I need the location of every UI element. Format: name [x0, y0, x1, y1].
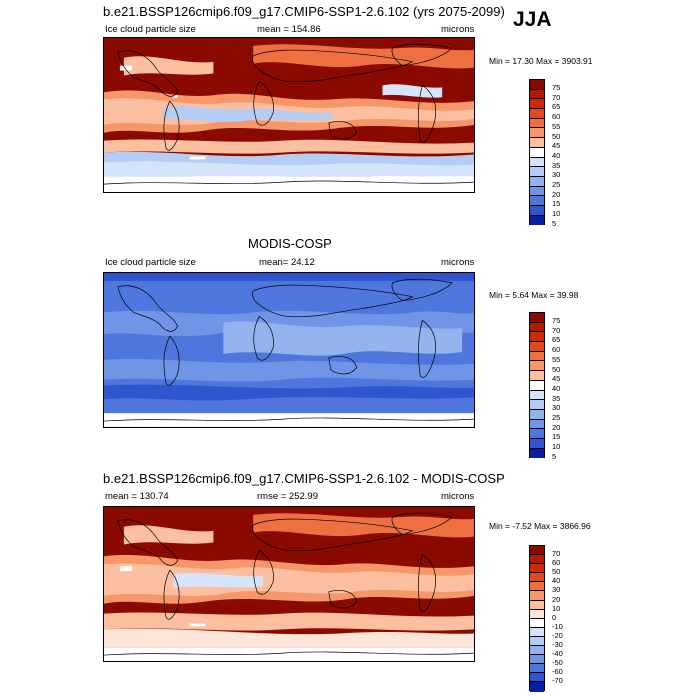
- panel1-tick-label: 30: [552, 170, 561, 180]
- panel1-tick-label: 35: [552, 160, 561, 170]
- panel2-tick-label: 30: [552, 403, 561, 413]
- panel3-tick-label: -30: [552, 640, 563, 649]
- panel3-tick-label: 20: [552, 594, 561, 604]
- panel2-tick-label: 5: [552, 451, 557, 461]
- panel3-tick-label: 10: [552, 603, 561, 613]
- panel1-colorbar: [529, 79, 545, 226]
- panel1-tick-label: 45: [552, 141, 561, 151]
- panel1-tick-label: 70: [552, 92, 561, 102]
- panel2-tick-label: 75: [552, 316, 561, 325]
- panel3-tick-label: -60: [552, 667, 563, 677]
- panel3-title: b.e21.BSSP126cmip6.f09_g17.CMIP6-SSP1-2.…: [103, 471, 505, 486]
- panel1-minmax: Min = 17.30 Max = 3903.91: [489, 56, 593, 66]
- panel1-tick-label: 15: [552, 199, 561, 209]
- panel3-tick-label: -70: [552, 676, 563, 686]
- panel2-variable: Ice cloud particle size: [105, 257, 196, 268]
- panel1-tick-label: 5: [552, 218, 557, 228]
- panel2-colorbar: [529, 312, 545, 459]
- panel3-map: [103, 506, 475, 662]
- panel3-tick-label: 60: [552, 558, 561, 568]
- panel1-tick-label: 40: [552, 150, 561, 160]
- panel1-tick-label: 25: [552, 180, 561, 189]
- panel2-tick-label: 10: [552, 442, 561, 452]
- panel3-tick-label: -40: [552, 649, 563, 659]
- panel1-tick-label: 50: [552, 131, 561, 141]
- panel1-tick-label: 65: [552, 102, 561, 112]
- panel3-tick-label: -20: [552, 630, 563, 640]
- panel1-map: [103, 37, 475, 193]
- panel1-tick-label: 20: [552, 189, 561, 199]
- panel3-tick-label: 40: [552, 576, 561, 586]
- panel3-tick-label: -10: [552, 621, 563, 631]
- panel3-tick-label: -50: [552, 658, 563, 668]
- panel3-tick-label: 0: [552, 612, 557, 622]
- panel2-minmax: Min = 5.64 Max = 39.98: [489, 290, 579, 300]
- panel2-tick-label: 60: [552, 345, 561, 355]
- panel3-rmse: rmse = 252.99: [257, 491, 318, 502]
- panel3-minmax: Min = -7.52 Max = 3866.96: [489, 521, 591, 531]
- panel3-tick-label: 30: [552, 585, 561, 595]
- panel3-tick-label: 50: [552, 567, 561, 577]
- panel3-colorbar: [529, 545, 545, 692]
- panel1-units: microns: [441, 24, 475, 35]
- panel1-tick-label: 75: [552, 83, 561, 92]
- panel1-title: b.e21.BSSP126cmip6.f09_g17.CMIP6-SSP1-2.…: [103, 4, 505, 19]
- panel2-mean: mean= 24.12: [259, 257, 315, 268]
- panel2-title: MODIS-COSP: [248, 236, 332, 251]
- panel2-tick-label: 45: [552, 374, 561, 384]
- panel3-mean: mean = 130.74: [105, 491, 169, 502]
- panel1-mean: mean = 154.86: [257, 24, 321, 35]
- panel3-tick-label: 70: [552, 549, 561, 558]
- panel2-map: [103, 272, 475, 428]
- season-label: JJA: [513, 8, 552, 31]
- panel1-tick-label: 60: [552, 112, 561, 122]
- panel2-tick-label: 20: [552, 422, 561, 432]
- panel2-tick-label: 40: [552, 383, 561, 393]
- panel2-tick-label: 70: [552, 325, 561, 335]
- panel2-tick-label: 55: [552, 354, 561, 364]
- panel1-tick-label: 10: [552, 209, 561, 219]
- panel2-units: microns: [441, 257, 475, 268]
- panel1-tick-label: 55: [552, 121, 561, 131]
- panel2-tick-label: 15: [552, 432, 561, 442]
- panel1-variable: Ice cloud particle size: [105, 24, 196, 35]
- panel2-tick-label: 50: [552, 364, 561, 374]
- panel2-tick-label: 35: [552, 393, 561, 403]
- panel2-tick-label: 65: [552, 335, 561, 345]
- panel3-units: microns: [441, 491, 475, 502]
- panel2-tick-label: 25: [552, 413, 561, 422]
